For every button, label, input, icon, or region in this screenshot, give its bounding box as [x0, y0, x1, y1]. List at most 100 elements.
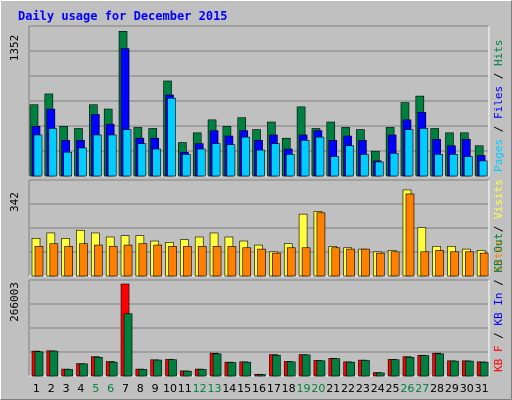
- x-tick-label: 4: [77, 382, 84, 395]
- kb-out-bar: [34, 351, 44, 377]
- x-tick-label: 11: [178, 382, 192, 395]
- chart-panel-1: 1352 Pages / Files / Hits: [8, 25, 505, 177]
- kb-out-bar: [183, 370, 192, 377]
- x-tick-label: 1: [33, 382, 40, 395]
- kb-out-bar: [361, 360, 370, 377]
- pages-bar: [241, 136, 251, 177]
- sites-bar: [123, 244, 133, 277]
- sites-bar: [286, 247, 296, 277]
- sites-bar: [79, 243, 88, 277]
- x-tick-label: 8: [137, 382, 144, 395]
- pages-bar: [300, 140, 310, 177]
- x-tick-label: 29: [445, 382, 459, 395]
- legend-separator: /: [492, 326, 505, 346]
- sites-bar: [64, 246, 73, 277]
- legend-entry: Visits: [492, 179, 505, 219]
- y-max-label: 1352: [8, 35, 21, 62]
- pages-bar: [360, 154, 369, 177]
- pages-bar: [285, 154, 295, 177]
- kb-out-bar: [479, 361, 489, 377]
- x-tick-label: 25: [386, 382, 400, 395]
- pages-bar: [464, 156, 473, 177]
- legend-separator: /: [492, 66, 505, 86]
- kb-out-bar: [168, 359, 177, 377]
- x-tick-label: 17: [267, 382, 281, 395]
- sites-bar: [450, 251, 459, 277]
- sites-bar: [108, 246, 118, 277]
- x-tick-label: 23: [356, 382, 370, 395]
- sites-bar: [49, 243, 59, 277]
- sites-bar: [361, 248, 370, 277]
- kb-out-bar: [138, 369, 148, 377]
- pages-bar: [33, 134, 43, 177]
- x-tick-label: 22: [341, 382, 355, 395]
- kb-out-bar: [286, 361, 296, 377]
- kb-out-bar: [227, 362, 237, 377]
- sites-bar: [212, 246, 222, 277]
- pages-bar: [315, 136, 325, 177]
- x-tick-label: 19: [297, 382, 311, 395]
- x-tick-label: 3: [63, 382, 70, 395]
- legend: Sites / Visits: [492, 179, 505, 272]
- y-max-label: 266003: [8, 282, 21, 322]
- pages-bar: [404, 129, 414, 177]
- sites-bar: [346, 248, 355, 277]
- legend-entry: KB F: [492, 346, 505, 373]
- x-tick-label: 21: [326, 382, 340, 395]
- legend-entry: KB In: [492, 293, 505, 326]
- pages-bar: [167, 97, 176, 177]
- kb-out-bar: [153, 359, 163, 377]
- kb-out-bar: [197, 369, 207, 377]
- pages-bar: [434, 154, 443, 177]
- chart-panel-3: 266003 KB F / KB In / KB Out: [8, 233, 505, 377]
- legend-entry: Pages: [492, 139, 505, 172]
- pages-bar: [226, 144, 236, 177]
- pages-bar: [48, 128, 58, 177]
- pages-bar: [449, 154, 458, 177]
- sites-bar: [34, 246, 44, 277]
- kb-out-bar: [346, 361, 355, 377]
- x-tick-label: 31: [475, 382, 489, 395]
- kb-out-bar: [79, 363, 88, 377]
- sites-bar: [435, 250, 444, 277]
- pages-bar: [78, 147, 87, 177]
- pages-bar: [182, 154, 191, 177]
- pages-bar: [345, 145, 354, 177]
- x-tick-label: 9: [152, 382, 159, 395]
- kb-out-bar: [94, 357, 103, 377]
- pages-bar: [107, 134, 117, 177]
- pages-bar: [389, 153, 399, 177]
- sites-bar: [183, 246, 192, 277]
- sites-bar: [301, 247, 311, 277]
- sites-bar: [138, 243, 148, 277]
- x-tick-label: 15: [237, 382, 251, 395]
- pages-bar: [330, 156, 340, 177]
- chart-panel-2: 342 Sites / Visits: [8, 179, 505, 277]
- y-max-label: 342: [8, 192, 21, 212]
- kb-out-bar: [390, 359, 400, 377]
- pages-bar: [374, 161, 384, 177]
- sites-bar: [242, 247, 252, 277]
- x-tick-label: 10: [163, 382, 177, 395]
- legend-entry: Files: [492, 86, 505, 119]
- legend-separator: /: [492, 273, 505, 293]
- kb-out-bar: [272, 354, 281, 377]
- pages-bar: [256, 149, 265, 177]
- legend: KB F / KB In / KB Out: [492, 233, 505, 372]
- kb-out-bar: [301, 354, 311, 377]
- x-tick-label: 27: [415, 382, 429, 395]
- kb-out-bar: [420, 355, 430, 377]
- x-tick-label: 20: [311, 382, 325, 395]
- kb-out-bar: [212, 353, 222, 377]
- kb-out-bar: [64, 369, 73, 377]
- sites-bar: [272, 252, 281, 277]
- sites-bar: [227, 246, 237, 277]
- legend-entry: Hits: [492, 40, 505, 67]
- sites-bar: [465, 251, 474, 277]
- pages-bar: [122, 129, 132, 177]
- sites-bar: [331, 247, 341, 277]
- x-tick-label: 14: [222, 382, 236, 395]
- x-tick-label: 6: [107, 382, 114, 395]
- kb-out-bar: [450, 360, 459, 377]
